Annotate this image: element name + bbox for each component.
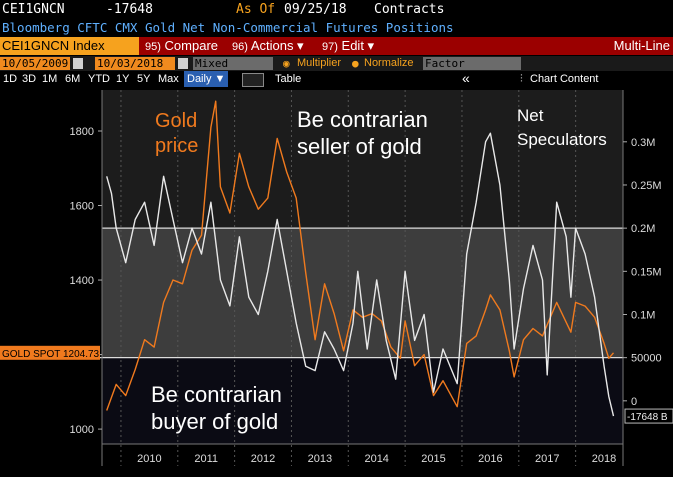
chart-toolbar: 1D 3D 1M 6M YTD 1Y 5Y Max Daily ▼ Table … [0,71,673,87]
right-tick-label: 50000 [631,353,662,365]
net-spec-tag: -17648 B [627,412,668,423]
right-tick-label: 0.2M [631,223,655,235]
start-calendar-icon[interactable] [73,58,83,69]
x-tick-label: 2011 [194,453,218,465]
right-tick-label: 0.25M [631,180,662,192]
gold-spot-line [106,100,615,411]
controls-bar: 10/05/2009 10/03/2018 Mixed ◉ Multiplier… [0,56,673,71]
period-max[interactable]: Max [158,73,179,85]
edit-button[interactable]: 97) Edit ▾ [322,38,374,54]
net-spec-annotation-2: Speculators [517,130,607,149]
gold-price-annotation-2: price [155,135,198,157]
header-line: CEI1GNCN -17648 As Of 09/25/18 Contracts [0,0,673,19]
period-1m[interactable]: 1M [42,73,58,85]
seller-annotation-2: seller of gold [297,134,422,159]
left-tick-label: 1000 [70,424,94,436]
left-tick-label: 1800 [70,126,94,138]
compare-button[interactable]: 95) Compare [145,38,218,54]
chart-content-icon[interactable]: ⫶ [520,73,523,85]
multiplier-radio-icon[interactable]: ◉ [283,57,290,70]
table-tab[interactable]: Table [275,73,302,85]
period-3d[interactable]: 3D [22,73,37,85]
gold-spot-tag-box [0,345,100,360]
x-tick-label: 2015 [421,453,445,465]
units-label: Contracts [374,2,445,17]
index-ticker-box[interactable]: CEI1GNCN Index [0,37,139,55]
buyer-zone [102,357,623,444]
compare-number: 95) [145,41,161,53]
end-calendar-icon[interactable] [178,58,188,69]
multi-line-label[interactable]: Multi-Line [613,38,670,53]
right-tick-label: 0 [631,396,637,408]
multiplier-label: Multiplier [297,57,342,69]
edit-number: 97) [322,41,338,53]
left-tick-label: 1600 [70,201,94,213]
factor-field[interactable]: Factor [423,57,521,70]
gold-spot-tag: GOLD SPOT 1204.73 [2,349,100,360]
right-tick-label: 0.15M [631,266,662,278]
security-description: Bloomberg CFTC CMX Gold Net Non-Commerci… [2,20,454,35]
chart-area: 100012001400160018000500000.1M0.15M0.2M0… [0,90,673,466]
normalize-label: Normalize [364,57,414,69]
mode-select[interactable]: Mixed [193,57,273,70]
period-1y[interactable]: 1Y [116,73,130,85]
right-tick-label: 0.3M [631,137,655,149]
x-tick-label: 2017 [535,453,559,465]
x-tick-label: 2016 [478,453,502,465]
last-value: -17648 [106,2,153,17]
right-tick-label: 0.1M [631,309,655,321]
as-of-date: 09/25/18 [284,2,347,17]
actions-button[interactable]: 96) Actions ▾ [232,38,304,54]
buyer-annotation-1: Be contrarian [151,382,282,407]
compare-label: Compare [164,38,218,53]
x-tick-label: 2012 [251,453,275,465]
frequency-select[interactable]: Daily ▼ [184,71,229,87]
seller-annotation-1: Be contrarian [297,107,428,132]
menu-bar: CEI1GNCN Index 95) Compare 96) Actions ▾… [0,37,673,55]
x-tick-label: 2010 [137,453,161,465]
net-speculators-line [106,132,615,417]
period-1d[interactable]: 1D [3,73,18,85]
x-tick-label: 2014 [364,453,388,465]
x-tick-label: 2013 [308,453,332,465]
x-tick-label: 2018 [592,453,616,465]
period-ytd[interactable]: YTD [88,73,110,85]
end-date-field[interactable]: 10/03/2018 [95,57,175,70]
ticker-code: CEI1GNCN [2,2,65,17]
left-tick-label: 1400 [70,275,94,287]
chart-content-button[interactable]: Chart Content [530,73,599,85]
start-date-field[interactable]: 10/05/2009 [0,57,70,70]
chart-type-icon[interactable] [242,73,264,87]
period-5y[interactable]: 5Y [137,73,151,85]
actions-number: 96) [232,41,248,53]
gold-price-annotation-1: Gold [155,110,197,132]
actions-label: Actions ▾ [250,38,304,53]
contrarian-band [102,228,623,358]
net-spec-annotation-1: Net [517,106,544,125]
period-6m[interactable]: 6M [65,73,81,85]
buyer-annotation-2: buyer of gold [151,409,278,434]
edit-label: Edit ▾ [341,38,375,53]
net-spec-tag-box [624,408,673,424]
normalize-radio-icon[interactable]: ● [352,57,359,70]
as-of-label: As Of [236,2,276,17]
collapse-icon[interactable]: « [462,70,470,86]
